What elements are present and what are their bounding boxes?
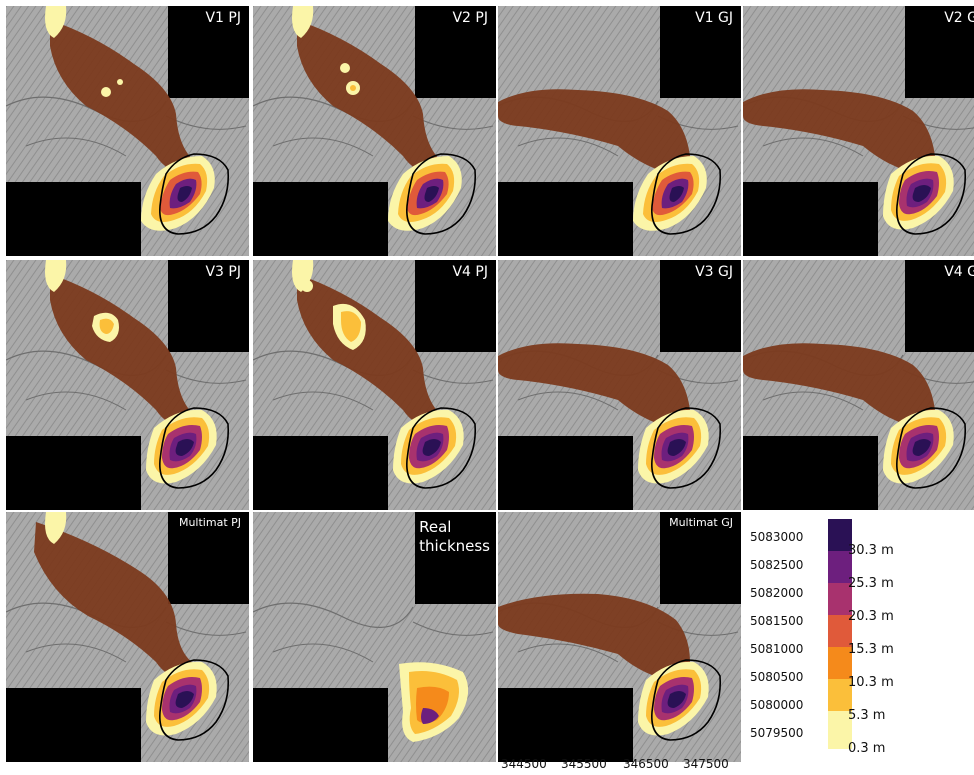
y-tick-label: 5081500 (750, 614, 804, 628)
legend-swatch-25 (828, 551, 852, 583)
panel-label: Multimat PJ (178, 516, 241, 529)
map-v1-gj (498, 6, 741, 256)
panel-multimat-gj: Multimat GJ (498, 512, 741, 762)
legend-label: 10.3 m (848, 675, 894, 690)
panel-v3-pj: V3 PJ (6, 260, 249, 510)
legend-swatch-10 (828, 647, 852, 679)
map-v4-pj (253, 260, 496, 510)
panel-v4-g: V4 G (743, 260, 974, 510)
map-v4-g (743, 260, 974, 510)
panel-label: V3 PJ (205, 264, 241, 280)
panel-label: Multimat GJ (669, 516, 733, 529)
y-tick-label: 5082500 (750, 558, 804, 572)
panel-v3-gj: V3 GJ (498, 260, 741, 510)
legend-label: 20.3 m (848, 609, 894, 624)
legend-swatch-30 (828, 519, 852, 551)
x-tick-label: 344500 (501, 757, 547, 771)
panel-v1-pj: V1 PJ (6, 6, 249, 256)
legend-swatch-15 (828, 615, 852, 647)
map-v2-g (743, 6, 974, 256)
panel-v2-pj: V2 PJ (253, 6, 496, 256)
y-tick-label: 5080000 (750, 698, 804, 712)
y-tick-label: 5079500 (750, 726, 804, 740)
panel-label: V1 PJ (205, 10, 241, 26)
y-axis-labels: 5083000 5082500 5082000 5081500 5081000 … (750, 522, 820, 757)
panel-label: V1 GJ (695, 10, 733, 26)
legend-label: 15.3 m (848, 642, 894, 657)
panel-label: V4 G (944, 264, 974, 280)
panel-label: Real thickness (419, 518, 490, 555)
y-tick-label: 5081000 (750, 642, 804, 656)
panel-label: V4 PJ (452, 264, 488, 280)
legend-label: 0.3 m (848, 741, 886, 756)
y-tick-label: 5083000 (750, 530, 804, 544)
legend-label: 25.3 m (848, 576, 894, 591)
legend-swatch-0 (828, 711, 852, 749)
y-tick-label: 5080500 (750, 670, 804, 684)
panel-v4-pj: V4 PJ (253, 260, 496, 510)
legend-label: 30.3 m (848, 543, 894, 558)
x-axis-labels: 344500 345500 346500 347500 (495, 757, 745, 775)
panel-label: V2 G (944, 10, 974, 26)
map-multimat-pj (6, 512, 249, 762)
legend-label: 5.3 m (848, 708, 886, 723)
panel-v2-g: V2 G (743, 6, 974, 256)
y-tick-label: 5082000 (750, 586, 804, 600)
x-tick-label: 346500 (623, 757, 669, 771)
map-v2-pj (253, 6, 496, 256)
panel-real-thickness: Real thickness (253, 512, 496, 762)
map-v3-pj (6, 260, 249, 510)
map-multimat-gj (498, 512, 741, 762)
panel-multimat-pj: Multimat PJ (6, 512, 249, 762)
panel-label: V3 GJ (695, 264, 733, 280)
legend-swatch-5 (828, 679, 852, 711)
legend-swatch-20 (828, 583, 852, 615)
thickness-legend: 30.3 m 25.3 m 20.3 m 15.3 m 10.3 m 5.3 m… (822, 519, 972, 759)
x-tick-label: 345500 (561, 757, 607, 771)
map-v1-pj (6, 6, 249, 256)
x-tick-label: 347500 (683, 757, 729, 771)
panel-v1-gj: V1 GJ (498, 6, 741, 256)
map-v3-gj (498, 260, 741, 510)
panel-label: V2 PJ (452, 10, 488, 26)
